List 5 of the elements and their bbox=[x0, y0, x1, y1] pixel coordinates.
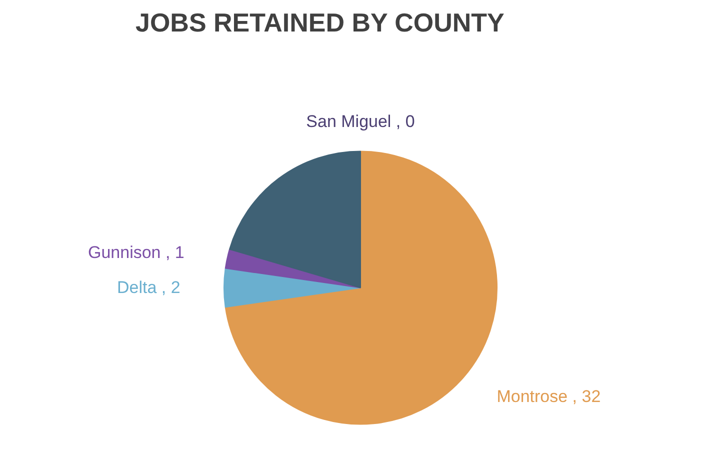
slice-label: Montrose , 32 bbox=[496, 386, 601, 406]
slice-label: Delta , 2 bbox=[116, 278, 180, 298]
slice-label: Gunnison , 1 bbox=[88, 242, 184, 262]
chart-title: JOBS RETAINED BY COUNTY bbox=[136, 8, 504, 38]
category-label: San Miguel , 0 bbox=[306, 112, 415, 132]
